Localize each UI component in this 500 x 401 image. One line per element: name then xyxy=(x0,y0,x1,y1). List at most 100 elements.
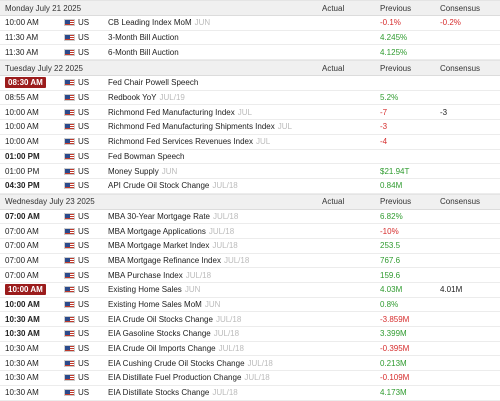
event-name-link[interactable]: Fed Chair Powell Speech xyxy=(108,78,199,88)
event-name-link[interactable]: 3-Month Bill Auction xyxy=(108,33,179,43)
time-label: 01:00 PM xyxy=(5,151,40,161)
event-row[interactable]: 10:00 AM US CB Leading Index MoM JUN -0.1% -0… xyxy=(0,16,500,31)
event-name-link[interactable]: MBA Mortgage Applications xyxy=(108,226,206,236)
country-code: US xyxy=(78,329,90,339)
event-cell: 3-Month Bill Auction xyxy=(106,33,320,42)
event-row[interactable]: 10:00 AM US Existing Home Sales MoM JUN 0.8% xyxy=(0,298,500,313)
event-time: 01:00 PM xyxy=(0,167,60,176)
event-name-link[interactable]: Existing Home Sales MoM xyxy=(108,300,202,310)
flag-cell xyxy=(60,315,76,323)
time-label: 10:00 AM xyxy=(5,284,46,296)
event-row[interactable]: 07:00 AM US MBA Mortgage Applications JUL/1… xyxy=(0,224,500,239)
previous-value: 4.173M xyxy=(380,388,407,398)
event-name-link[interactable]: Money Supply xyxy=(108,166,159,176)
country-code: US xyxy=(78,93,90,103)
event-row[interactable]: 08:30 AM US Fed Chair Powell Speech xyxy=(0,76,500,91)
event-time: 10:30 AM xyxy=(0,373,60,382)
previous-value: -10% xyxy=(380,226,399,236)
event-row[interactable]: 11:30 AM US 6-Month Bill Auction 4.125% xyxy=(0,45,500,61)
time-label: 10:00 AM xyxy=(5,107,39,117)
event-cell: Redbook YoY JUL/19 xyxy=(106,93,320,102)
event-row[interactable]: 01:00 PM US Fed Bowman Speech xyxy=(0,150,500,165)
flag-cell xyxy=(60,123,76,131)
event-row[interactable]: 10:30 AM US EIA Crude Oil Imports Change JU… xyxy=(0,342,500,357)
event-name-link[interactable]: MBA Mortgage Market Index xyxy=(108,241,210,251)
event-cell: 6-Month Bill Auction xyxy=(106,48,320,57)
previous-value: 4.245% xyxy=(380,33,408,43)
event-row[interactable]: 10:00 AM US Richmond Fed Manufacturing Shi… xyxy=(0,120,500,135)
time-label: 10:30 AM xyxy=(5,344,39,354)
us-flag-icon xyxy=(64,301,75,309)
event-time: 10:00 AM xyxy=(0,108,60,117)
event-name-link[interactable]: Redbook YoY xyxy=(108,93,157,103)
column-header-previous: Previous xyxy=(380,63,412,73)
event-row[interactable]: 10:00 AM US Richmond Fed Manufacturing Ind… xyxy=(0,105,500,121)
event-name-link[interactable]: EIA Distillate Fuel Production Change xyxy=(108,373,242,383)
country-code: US xyxy=(78,166,90,176)
flag-cell xyxy=(60,301,76,309)
event-name-link[interactable]: EIA Distillate Stocks Change xyxy=(108,388,210,398)
flag-cell xyxy=(60,330,76,338)
event-name-link[interactable]: Richmond Fed Manufacturing Shipments Ind… xyxy=(108,122,275,132)
event-name-link[interactable]: MBA Purchase Index xyxy=(108,270,183,280)
event-name-link[interactable]: 6-Month Bill Auction xyxy=(108,47,179,57)
country-code: US xyxy=(78,270,90,280)
flag-cell xyxy=(60,359,76,367)
event-row[interactable]: 07:00 AM US MBA Mortgage Refinance Index JU… xyxy=(0,254,500,269)
previous-value: $21.94T xyxy=(380,166,410,176)
event-name-link[interactable]: EIA Crude Oil Imports Change xyxy=(108,344,216,354)
event-name-link[interactable]: MBA 30-Year Mortgage Rate xyxy=(108,211,210,221)
event-name-link[interactable]: MBA Mortgage Refinance Index xyxy=(108,255,221,265)
event-time: 07:00 AM xyxy=(0,256,60,265)
flag-cell xyxy=(60,167,76,175)
event-row[interactable]: 10:30 AM US EIA Gasoline Stocks Change JUL/… xyxy=(0,327,500,342)
event-time: 07:00 AM xyxy=(0,271,60,280)
column-header-previous: Previous xyxy=(380,3,412,13)
us-flag-icon xyxy=(64,212,75,220)
event-row[interactable]: 01:00 PM US Money Supply JUN $21.94T xyxy=(0,164,500,179)
previous-value: 4.03M xyxy=(380,285,403,295)
event-name-link[interactable]: Fed Bowman Speech xyxy=(108,151,185,161)
event-name-link[interactable]: Richmond Fed Manufacturing Index xyxy=(108,107,235,117)
event-time: 10:30 AM xyxy=(0,344,60,353)
event-row[interactable]: 10:30 AM US EIA Distillate Stocks Change JU… xyxy=(0,386,500,401)
event-name-link[interactable]: EIA Gasoline Stocks Change xyxy=(108,329,211,339)
event-row[interactable]: 08:55 AM US Redbook YoY JUL/19 5.2% xyxy=(0,91,500,106)
event-row[interactable]: 07:00 AM US MBA Mortgage Market Index JUL/1… xyxy=(0,239,500,254)
event-row[interactable]: 10:30 AM US EIA Cushing Crude Oil Stocks C… xyxy=(0,356,500,372)
event-row[interactable]: 04:30 PM US API Crude Oil Stock Change JUL/… xyxy=(0,179,500,194)
event-cell: EIA Crude Oil Imports Change JUL/18 xyxy=(106,344,320,353)
us-flag-icon xyxy=(64,182,75,190)
event-row[interactable]: 11:30 AM US 3-Month Bill Auction 4.245% xyxy=(0,31,500,46)
event-row[interactable]: 10:30 AM US EIA Distillate Fuel Production… xyxy=(0,371,500,386)
event-name-link[interactable]: Richmond Fed Services Revenues Index xyxy=(108,137,253,147)
us-flag-icon xyxy=(64,167,75,175)
event-name-link[interactable]: Existing Home Sales xyxy=(108,285,182,295)
previous-value: 0.8% xyxy=(380,300,399,310)
time-label: 01:00 PM xyxy=(5,166,40,176)
event-cell: Existing Home Sales MoM JUN xyxy=(106,300,320,309)
previous-value: -3.859M xyxy=(380,314,410,324)
flag-cell xyxy=(60,256,76,264)
event-time: 10:00 AM xyxy=(0,122,60,131)
event-period: JUN xyxy=(194,18,211,28)
event-row[interactable]: 10:30 AM US EIA Crude Oil Stocks Change JUL… xyxy=(0,312,500,328)
event-cell: EIA Crude Oil Stocks Change JUL/18 xyxy=(106,315,320,324)
us-flag-icon xyxy=(64,48,75,56)
event-row[interactable]: 10:00 AM US Existing Home Sales JUN 4.03M 4.0… xyxy=(0,283,500,298)
event-row[interactable]: 10:00 AM US Richmond Fed Services Revenues… xyxy=(0,135,500,150)
flag-cell xyxy=(60,79,76,87)
event-row[interactable]: 07:00 AM US MBA 30-Year Mortgage Rate JUL/1… xyxy=(0,210,500,225)
event-cell: API Crude Oil Stock Change JUL/18 xyxy=(106,181,320,190)
time-label: 10:00 AM xyxy=(5,137,39,147)
event-name-link[interactable]: EIA Cushing Crude Oil Stocks Change xyxy=(108,358,245,368)
country-code: US xyxy=(78,107,90,117)
event-name-link[interactable]: CB Leading Index MoM xyxy=(108,18,192,28)
event-row[interactable]: 07:00 AM US MBA Purchase Index JUL/18 159.6 xyxy=(0,268,500,283)
us-flag-icon xyxy=(64,242,75,250)
country-code: US xyxy=(78,18,90,28)
event-cell: MBA Purchase Index JUL/18 xyxy=(106,271,320,280)
time-label: 04:30 PM xyxy=(5,181,40,191)
event-name-link[interactable]: API Crude Oil Stock Change xyxy=(108,181,210,191)
event-name-link[interactable]: EIA Crude Oil Stocks Change xyxy=(108,314,213,324)
